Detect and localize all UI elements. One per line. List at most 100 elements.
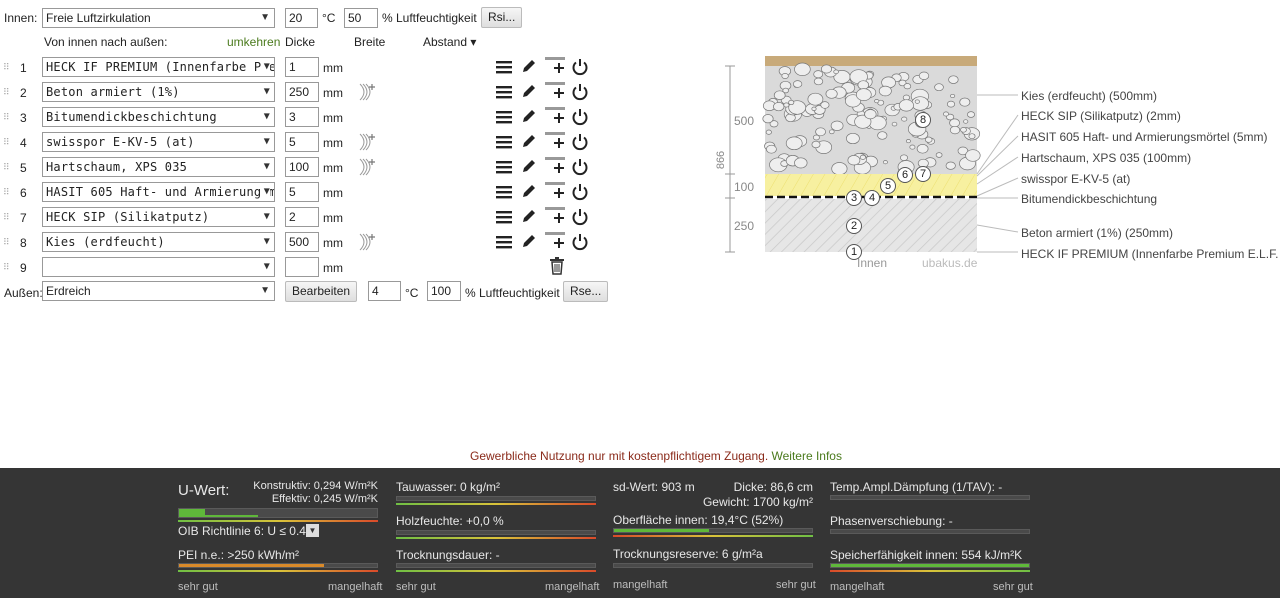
- power-toggle-icon[interactable]: [571, 83, 589, 101]
- layer-menu-icon[interactable]: [496, 109, 512, 125]
- edit-pencil-icon[interactable]: [521, 108, 537, 124]
- speicher-scale: [830, 570, 1030, 572]
- outer-climate-select[interactable]: Erdreich ▼: [42, 281, 275, 301]
- drag-handle-icon[interactable]: ⠿: [3, 162, 10, 172]
- layer-menu-icon[interactable]: [496, 59, 512, 75]
- edit-pencil-icon[interactable]: [521, 233, 537, 249]
- drag-handle-icon[interactable]: ⠿: [3, 187, 10, 197]
- insert-layer-icon[interactable]: [545, 205, 567, 225]
- outer-humidity-input[interactable]: 100: [427, 281, 461, 301]
- layer-menu-icon[interactable]: [496, 184, 512, 200]
- edit-pencil-icon[interactable]: [521, 133, 537, 149]
- drag-handle-icon[interactable]: ⠿: [3, 87, 10, 97]
- layer-menu-icon[interactable]: [496, 209, 512, 225]
- edit-pencil-icon[interactable]: [521, 208, 537, 224]
- chevron-down-icon: ▼: [261, 183, 270, 201]
- layer-thickness-unit: mm: [323, 61, 343, 75]
- layer-material-select[interactable]: HECK IF PREMIUM (Innenfarbe Premi ▼: [42, 57, 275, 77]
- rsi-button[interactable]: Rsi...: [481, 7, 523, 28]
- dim-100: 100: [734, 180, 755, 194]
- width-pattern-icon[interactable]: [358, 82, 376, 102]
- width-pattern-icon[interactable]: [358, 232, 376, 252]
- inner-climate-select[interactable]: Freie Luftzirkulation ▼: [42, 8, 275, 28]
- uwert-konstruktiv: Konstruktiv: 0,294 W/m²K: [253, 480, 378, 492]
- layer-thickness-input[interactable]: [285, 257, 319, 277]
- trash-icon[interactable]: [549, 257, 565, 275]
- more-info-link[interactable]: Weitere Infos: [771, 449, 842, 463]
- layer-material-select[interactable]: Kies (erdfeucht) ▼: [42, 232, 275, 252]
- layer-number: 6: [20, 186, 27, 200]
- power-toggle-icon[interactable]: [571, 158, 589, 176]
- width-pattern-icon[interactable]: [358, 132, 376, 152]
- diagram-legend-item: Beton armiert (1%) (250mm): [1021, 226, 1174, 240]
- outer-temp-input[interactable]: 4: [368, 281, 401, 301]
- edit-button[interactable]: Bearbeiten: [285, 281, 358, 302]
- power-toggle-icon[interactable]: [571, 133, 589, 151]
- tav-bar: [830, 495, 1030, 500]
- edit-pencil-icon[interactable]: [521, 183, 537, 199]
- layer-material-select[interactable]: HECK SIP (Silikatputz) ▼: [42, 207, 275, 227]
- inner-humidity-input[interactable]: 50: [344, 8, 378, 28]
- layer-diagram: 866 500 100 250 Innen ubakus.de Kies (er…: [700, 50, 1280, 280]
- layer-thickness-input[interactable]: 100: [285, 157, 319, 177]
- insert-layer-icon[interactable]: [545, 180, 567, 200]
- edit-pencil-icon[interactable]: [521, 58, 537, 74]
- layer-menu-icon[interactable]: [496, 234, 512, 250]
- power-toggle-icon[interactable]: [571, 208, 589, 226]
- layer-thickness-input[interactable]: 5: [285, 132, 319, 152]
- drag-handle-icon[interactable]: ⠿: [3, 262, 10, 272]
- layer-material-select[interactable]: ▼: [42, 257, 275, 277]
- phasen-label: Phasenverschiebung: -: [830, 514, 953, 528]
- layer-menu-icon[interactable]: [496, 134, 512, 150]
- insert-layer-icon[interactable]: [545, 80, 567, 100]
- tauwasser-bar: [396, 496, 596, 501]
- layer-material-select[interactable]: Bitumendickbeschichtung ▼: [42, 107, 275, 127]
- drag-handle-icon[interactable]: ⠿: [3, 237, 10, 247]
- notice-text: Gewerbliche Nutzung nur mit kostenpflich…: [470, 449, 769, 463]
- insert-layer-icon[interactable]: [545, 155, 567, 175]
- reverse-link[interactable]: umkehren: [227, 35, 281, 49]
- layer-thickness-input[interactable]: 250: [285, 82, 319, 102]
- layer-material-select[interactable]: swisspor E-KV-5 (at) ▼: [42, 132, 275, 152]
- drag-handle-icon[interactable]: ⠿: [3, 137, 10, 147]
- chevron-down-icon: ▼: [261, 58, 270, 76]
- layer-material-select[interactable]: HASIT 605 Haft- und Armierungsmörtl ▼: [42, 182, 275, 202]
- diagram-legend-item: swisspor E-KV-5 (at): [1021, 172, 1131, 186]
- insert-layer-icon[interactable]: [545, 130, 567, 150]
- inner-temp-input[interactable]: 20: [285, 8, 318, 28]
- pei-bar: [178, 563, 378, 568]
- power-toggle-icon[interactable]: [571, 233, 589, 251]
- oib-dropdown-icon[interactable]: ▼: [306, 524, 319, 537]
- layer-number: 8: [20, 236, 27, 250]
- layer-thickness-input[interactable]: 1: [285, 57, 319, 77]
- width-pattern-icon[interactable]: [358, 157, 376, 177]
- layer-menu-icon[interactable]: [496, 159, 512, 175]
- insert-layer-icon[interactable]: [545, 230, 567, 250]
- drag-handle-icon[interactable]: ⠿: [3, 62, 10, 72]
- layer-thickness-input[interactable]: 2: [285, 207, 319, 227]
- power-toggle-icon[interactable]: [571, 58, 589, 76]
- insert-layer-icon[interactable]: [545, 105, 567, 125]
- rse-button[interactable]: Rse...: [563, 281, 609, 302]
- trocknungsdauer-label: Trocknungsdauer: -: [396, 548, 500, 562]
- drag-handle-icon[interactable]: ⠿: [3, 212, 10, 222]
- layer-menu-icon[interactable]: [496, 84, 512, 100]
- power-toggle-icon[interactable]: [571, 183, 589, 201]
- col1-sehr-gut: sehr gut: [178, 581, 218, 593]
- drag-handle-icon[interactable]: ⠿: [3, 112, 10, 122]
- layer-material-select[interactable]: Hartschaum, XPS 035 ▼: [42, 157, 275, 177]
- edit-pencil-icon[interactable]: [521, 83, 537, 99]
- layer-thickness-input[interactable]: 500: [285, 232, 319, 252]
- edit-pencil-icon[interactable]: [521, 158, 537, 174]
- layer-material-select[interactable]: Beton armiert (1%) ▼: [42, 82, 275, 102]
- layer-thickness-input[interactable]: 3: [285, 107, 319, 127]
- insert-layer-icon[interactable]: [545, 55, 567, 75]
- outer-humidity-label: % Luftfeuchtigkeit: [465, 286, 560, 300]
- chevron-down-icon: ▼: [261, 133, 270, 151]
- oberflaeche-scale: [613, 535, 813, 537]
- power-toggle-icon[interactable]: [571, 108, 589, 126]
- spacing-header[interactable]: Abstand ▾: [423, 35, 477, 49]
- commercial-notice: Gewerbliche Nutzung nur mit kostenpflich…: [470, 449, 842, 463]
- layer-thickness-unit: mm: [323, 211, 343, 225]
- layer-thickness-input[interactable]: 5: [285, 182, 319, 202]
